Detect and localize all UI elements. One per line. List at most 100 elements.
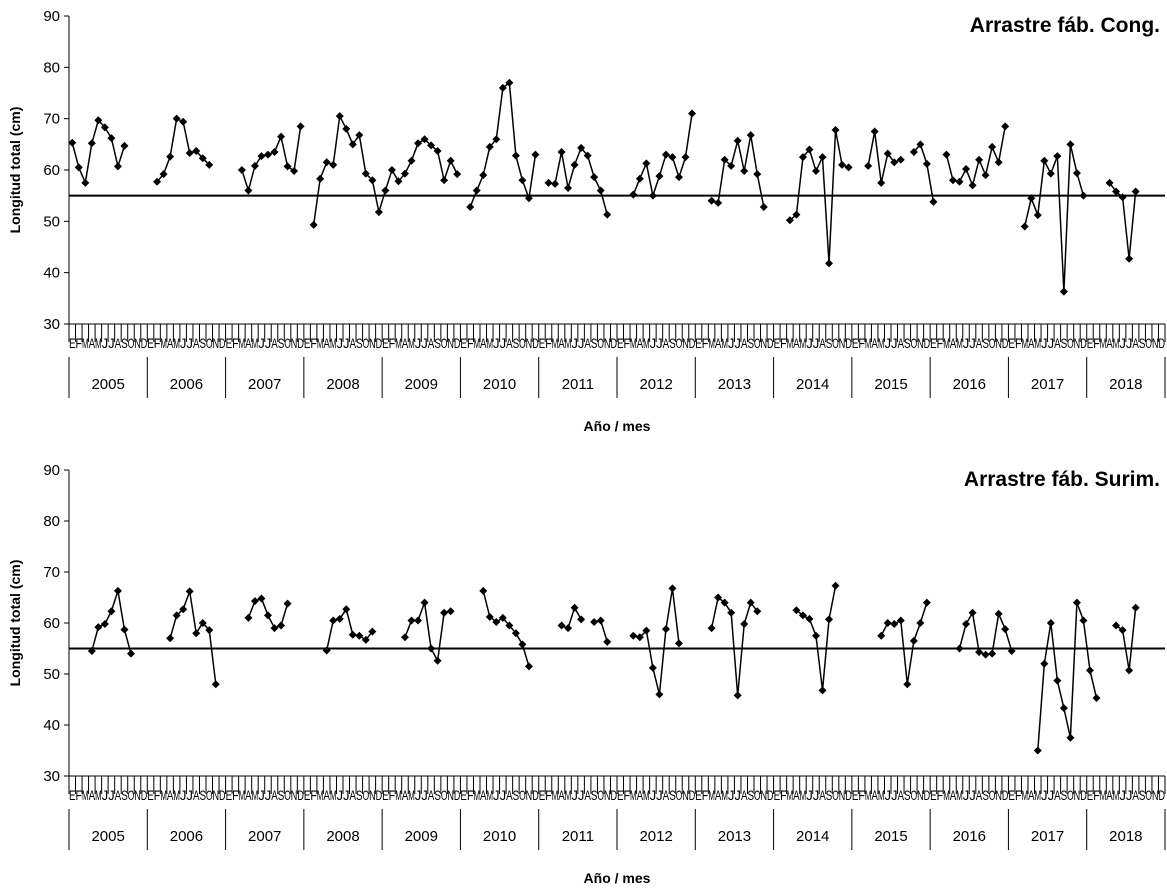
data-point [205,160,214,169]
x-month-label: M [643,787,650,803]
data-point [988,649,997,658]
x-month-label: A [950,787,957,803]
x-month-label: S [982,787,989,803]
x-month-label: M [956,335,963,351]
data-point [192,629,201,638]
x-month-label: O [1067,787,1074,803]
x-month-label: F [467,335,474,351]
x-month-label: D [1002,787,1009,803]
x-month-label: O [519,335,526,351]
x-month-label: D [924,335,931,351]
data-point [126,649,135,658]
data-point [211,680,220,689]
x-month-label: E [304,335,311,351]
x-year-label: 2009 [405,376,438,393]
x-month-label: M [173,335,180,351]
y-tick-label: 50 [43,666,60,683]
x-month-label: O [441,787,448,803]
x-year-label: 2008 [326,828,359,845]
data-point [1072,598,1081,607]
data-point [322,158,331,167]
data-point [629,631,638,640]
data-point [831,125,840,134]
x-month-label: M [865,787,872,803]
data-point [427,644,436,653]
data-point [283,162,292,171]
data-point [714,198,723,207]
data-point [368,176,377,185]
x-month-label: E [539,787,546,803]
x-month-label: J [421,787,428,803]
x-month-label: A [480,787,487,803]
data-point [655,690,664,699]
x-month-label: A [558,335,565,351]
data-point [635,633,644,642]
x-month-label: M [787,335,794,351]
data-point [198,619,207,627]
data-point [81,178,90,187]
data-point [929,197,938,206]
x-month-label: F [76,787,83,803]
x-month-label: D [454,787,461,803]
y-tick-label: 30 [43,316,60,333]
data-point [655,172,664,181]
data-point [688,109,697,118]
data-point [948,176,957,185]
data-point [283,599,292,608]
data-point [753,170,762,179]
x-month-label: D [532,335,539,351]
series-line [945,126,1006,188]
data-point [244,613,253,622]
data-point [1079,616,1088,625]
x-month-label: D [297,335,304,351]
x-month-label: F [545,787,552,803]
x-month-label: F [702,335,709,351]
x-month-label: S [591,335,598,351]
x-month-label: F [624,787,631,803]
data-point [166,152,175,161]
x-month-label: J [336,335,343,351]
x-month-label: N [995,787,1002,803]
data-point [994,609,1003,618]
x-month-label: A [898,787,905,803]
x-month-label: N [447,335,454,351]
x-month-label: J [180,787,187,803]
x-month-label: J [734,787,741,803]
data-point [414,616,423,625]
x-month-label: J [1041,787,1048,803]
data-point [883,149,892,158]
x-month-label: J [650,335,657,351]
data-point [270,624,279,633]
data-point [577,143,586,152]
x-month-label: J [258,787,265,803]
x-month-label: A [506,335,513,351]
x-month-label: D [219,335,226,351]
data-point [381,186,390,195]
x-month-label: J [891,335,898,351]
x-month-label: S [904,335,911,351]
data-point [407,616,416,625]
x-month-label: F [232,335,239,351]
data-point [1040,156,1049,165]
data-point [420,135,429,144]
x-month-label: O [441,335,448,351]
data-point [400,169,409,178]
data-point [603,210,612,219]
x-month-label: J [969,335,976,351]
data-point [355,631,364,640]
x-month-label: M [160,335,167,351]
data-point [263,150,272,159]
x-month-label: J [493,335,500,351]
x-month-label: A [115,787,122,803]
chart-title: Arrastre fáb. Surim. [964,468,1160,491]
data-point [596,186,605,195]
x-month-label: A [976,335,983,351]
data-point [825,259,834,268]
x-year-label: 2013 [718,828,751,845]
y-tick-label: 70 [43,111,60,128]
data-point [107,134,116,143]
x-month-label: J [578,335,585,351]
x-month-label: N [526,335,533,351]
data-point [479,171,488,180]
x-month-label: M [552,787,559,803]
